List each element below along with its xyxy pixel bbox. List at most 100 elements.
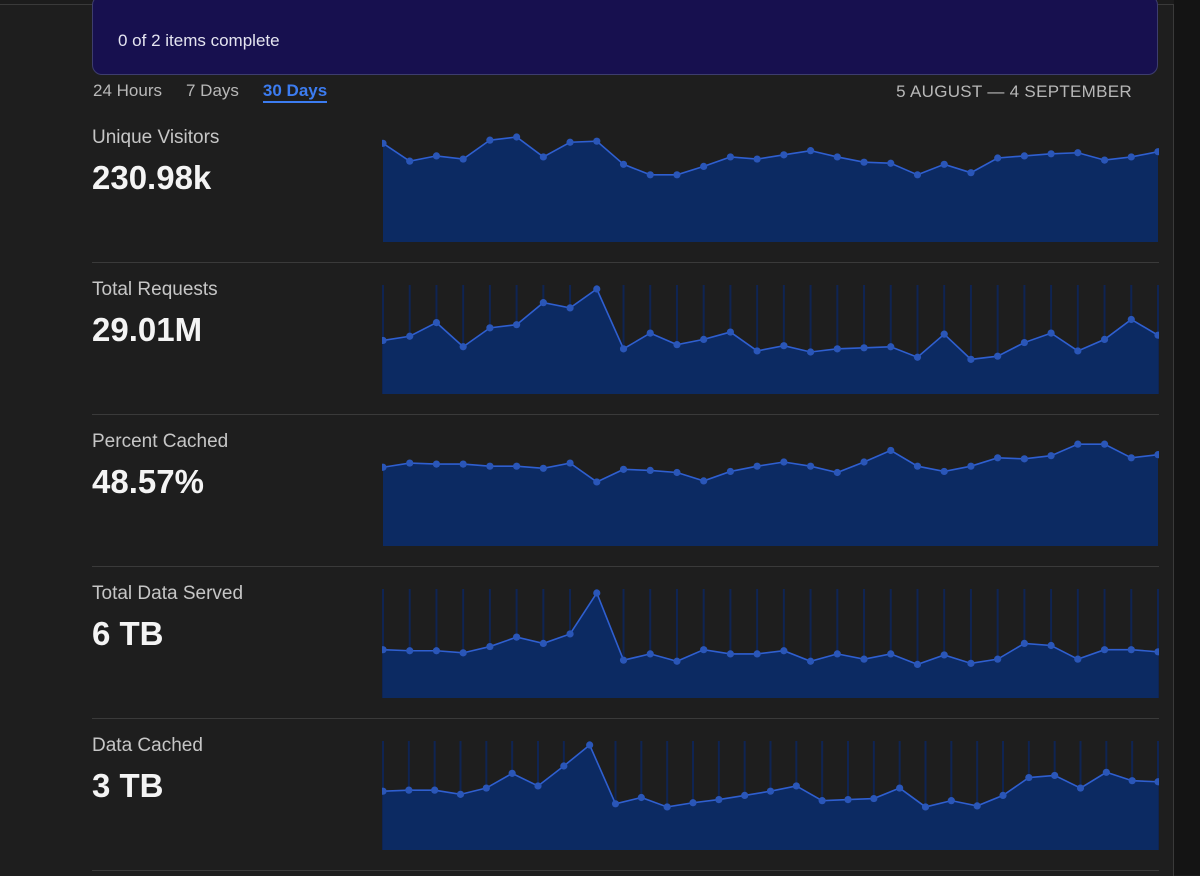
- metric-label: Total Data Served: [92, 583, 244, 604]
- chart-point: [967, 462, 975, 470]
- chart-point: [534, 782, 542, 790]
- chart-point: [646, 329, 654, 337]
- time-range-tabs: 24 Hours 7 Days 30 Days: [93, 81, 351, 103]
- chart-point: [1154, 331, 1159, 339]
- chart-point: [673, 468, 681, 477]
- chart-point: [967, 169, 975, 177]
- chart-point: [1047, 329, 1055, 337]
- chart-point: [994, 454, 1002, 462]
- chart-point: [860, 158, 868, 166]
- metric-label: Percent Cached: [92, 431, 229, 452]
- chart-point: [1127, 646, 1135, 654]
- chart-point: [566, 630, 574, 638]
- chart-point: [870, 794, 878, 803]
- chart-point: [947, 797, 955, 805]
- chart-point: [619, 160, 628, 168]
- tab-24-hours[interactable]: 24 Hours: [93, 81, 162, 100]
- chart-point: [780, 647, 788, 655]
- chart-point: [432, 647, 441, 655]
- chart-point: [513, 133, 521, 141]
- total-requests-chart[interactable]: [382, 263, 1159, 415]
- chart-point: [566, 138, 574, 146]
- chart-point: [1154, 648, 1159, 656]
- data-cached-chart[interactable]: [382, 719, 1159, 871]
- chart-point: [406, 332, 414, 340]
- chart-point: [973, 802, 981, 810]
- chart-point: [913, 660, 922, 668]
- chart-point: [994, 655, 1002, 663]
- chart-point: [619, 345, 628, 353]
- chart-point: [637, 793, 645, 802]
- chart-point: [1100, 156, 1109, 164]
- chart-point: [700, 646, 708, 654]
- chart-point: [726, 650, 735, 658]
- chart-point: [1047, 641, 1055, 650]
- metric-value: 29.01M: [92, 311, 203, 348]
- chart-point: [432, 460, 441, 468]
- chart-point: [486, 324, 494, 332]
- chart-point: [1074, 347, 1082, 355]
- chart-point: [673, 171, 681, 179]
- chart-point: [646, 171, 654, 179]
- chart-point: [844, 796, 852, 804]
- percent-cached-chart[interactable]: [382, 415, 1159, 567]
- chart-point: [999, 791, 1007, 799]
- chart-point: [1154, 148, 1159, 156]
- chart-point: [382, 139, 387, 147]
- chart-point: [833, 650, 841, 658]
- chart-point: [459, 460, 467, 468]
- total-data-served-chart[interactable]: [382, 567, 1159, 719]
- chart-point: [406, 459, 414, 467]
- chart-point: [513, 321, 521, 329]
- chart-point: [940, 651, 948, 659]
- chart-point: [1025, 773, 1033, 782]
- chart-point: [753, 650, 761, 658]
- chart-point: [1100, 646, 1109, 654]
- chart-point: [700, 335, 708, 343]
- chart-point: [700, 477, 708, 485]
- metric-value: 48.57%: [92, 463, 204, 500]
- chart-point: [726, 153, 735, 161]
- chart-point: [715, 796, 723, 804]
- chart-point: [1051, 771, 1059, 780]
- chart-point: [673, 341, 681, 349]
- chart-point: [766, 787, 775, 795]
- chart-point: [539, 464, 547, 472]
- chart-point: [1020, 152, 1028, 160]
- chart-point: [887, 446, 895, 455]
- chart-point: [593, 137, 601, 145]
- divider: [92, 870, 1159, 871]
- tab-7-days[interactable]: 7 Days: [185, 81, 239, 100]
- progress-banner[interactable]: 0 of 2 items complete: [92, 0, 1158, 75]
- chart-point: [619, 465, 628, 473]
- tab-30-days[interactable]: 30 Days: [262, 81, 328, 103]
- chart-point: [940, 467, 948, 476]
- chart-point: [382, 336, 387, 345]
- chart-point: [726, 467, 735, 476]
- chart-point: [887, 159, 895, 167]
- chart-point: [382, 787, 387, 795]
- chart-point: [833, 153, 841, 161]
- metric-total-data-served: Total Data Served 6 TB: [92, 567, 1159, 719]
- chart-point: [1100, 335, 1109, 343]
- chart-point: [940, 330, 948, 338]
- chart-point: [741, 791, 749, 799]
- chart-point: [887, 343, 895, 351]
- metric-data-cached: Data Cached 3 TB: [92, 719, 1159, 871]
- chart-point: [896, 784, 904, 792]
- chart-point: [382, 463, 387, 471]
- scrollbar-gutter[interactable]: [1174, 0, 1200, 875]
- chart-point: [1154, 778, 1159, 786]
- chart-point: [1074, 655, 1082, 663]
- unique-visitors-chart[interactable]: [382, 111, 1159, 263]
- chart-point: [508, 769, 516, 777]
- chart-point: [753, 462, 761, 470]
- chart-point: [405, 786, 413, 794]
- chart-point: [431, 786, 439, 794]
- chart-line: [382, 287, 1159, 361]
- metric-value: 230.98k: [92, 159, 212, 196]
- chart-point: [860, 655, 868, 663]
- chart-point: [700, 162, 708, 170]
- progress-text: 0 of 2 items complete: [118, 31, 280, 50]
